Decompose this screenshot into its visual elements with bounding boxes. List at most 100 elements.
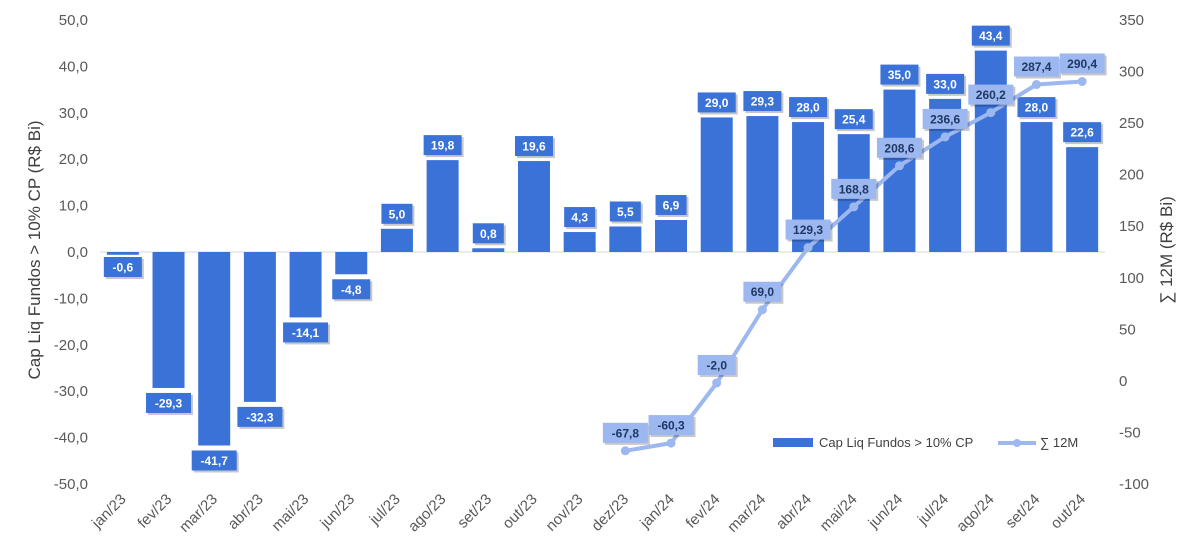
legend: Cap Liq Fundos > 10% CP ∑ 12M	[773, 435, 1078, 450]
bar-data-label: -32,3	[246, 410, 274, 424]
y2-axis-ticks: -100 -50 0 50 100 150 200 250 300 350	[1119, 12, 1149, 493]
bar-data-label: -4,8	[341, 283, 362, 297]
line-data-label: 168,8	[839, 182, 869, 196]
x-tick-label: jan/24	[636, 491, 678, 533]
bar	[472, 248, 505, 252]
y2-axis-title: ∑ 12M (R$ Bi)	[1157, 196, 1176, 304]
line-marker	[803, 243, 813, 253]
x-tick-label: mar/24	[724, 491, 769, 536]
bar-label-box	[743, 91, 782, 112]
line-data-label: 129,3	[793, 223, 823, 237]
y2-tick-label: 50	[1119, 321, 1136, 338]
line-label-box	[602, 422, 648, 443]
line-marker	[712, 378, 722, 388]
line-data-label: 208,6	[884, 141, 914, 155]
x-tick-label: jun/24	[865, 491, 907, 533]
line-data-label: -60,3	[657, 419, 685, 433]
y-tick-label: 10,0	[59, 198, 88, 215]
x-tick-label: jul/23	[366, 491, 404, 529]
bar-label-box	[834, 109, 873, 130]
bar	[106, 252, 139, 255]
bar-label-box	[1017, 97, 1056, 118]
y-axis-title: Cap Liq Fundos > 10% CP (R$ Bi)	[25, 120, 44, 379]
line-marker	[757, 305, 767, 315]
bar	[655, 219, 688, 252]
bar-data-label: 28,0	[796, 101, 820, 115]
line-data-label: 260,2	[976, 88, 1006, 102]
bar-label-box	[926, 73, 965, 94]
x-tick-label: abr/24	[773, 491, 815, 533]
bar-label-box	[514, 136, 553, 157]
x-tick-label: mai/23	[269, 491, 313, 535]
bar-label-box	[283, 322, 329, 343]
line-label-box	[1059, 53, 1105, 74]
bar-data-label: 29,0	[705, 96, 729, 110]
x-tick-label: nov/23	[543, 491, 587, 535]
bar	[883, 89, 916, 252]
line-label-box	[697, 354, 736, 375]
y-tick-label: 40,0	[59, 58, 88, 75]
x-tick-label: jul/24	[914, 491, 952, 529]
bar-label-box	[971, 25, 1010, 46]
x-tick-label: dez/23	[588, 491, 632, 535]
x-tick-label: mai/24	[817, 491, 861, 535]
bar-data-label: 5,5	[617, 205, 634, 219]
line-label-box	[876, 137, 922, 158]
bar-label-box	[423, 135, 462, 156]
y2-tick-label: -50	[1119, 424, 1141, 441]
bar-data-label: -41,7	[201, 454, 229, 468]
legend-bar-swatch	[773, 438, 813, 447]
line-marker	[1077, 76, 1087, 86]
bar-label-box	[381, 203, 413, 224]
bar-data-label: 28,0	[1025, 101, 1049, 115]
line-marker	[894, 161, 904, 171]
line-label-box	[1013, 56, 1059, 77]
y-axis-ticks: -50,0 -40,0 -30,0 -20,0 -10,0 0,0 10,0 20,0 30,0…	[54, 12, 88, 493]
bar-data-label: 5,0	[389, 207, 406, 221]
bar-label-box	[191, 450, 237, 471]
line-marker	[620, 446, 630, 456]
y-tick-label: -10,0	[54, 290, 88, 307]
bar-label-box	[697, 92, 736, 113]
bar	[609, 226, 642, 252]
bar	[746, 116, 779, 252]
y2-tick-label: 0	[1119, 373, 1127, 390]
legend-bar-label: Cap Liq Fundos > 10% CP	[819, 435, 973, 450]
line-marker	[849, 202, 859, 212]
bar-data-label: 35,0	[888, 68, 912, 82]
bar	[243, 252, 276, 402]
line-data-label: 69,0	[751, 285, 775, 299]
y2-tick-label: 300	[1119, 64, 1144, 81]
bar-data-label: 4,3	[571, 211, 588, 225]
bar-data-label: 19,8	[431, 139, 455, 153]
line-label-box	[922, 108, 968, 129]
bar-data-label: 29,3	[751, 95, 775, 109]
y2-tick-label: -100	[1119, 476, 1149, 493]
bar-data-label: 22,6	[1070, 126, 1094, 140]
bar-data-label: 25,4	[842, 113, 866, 127]
bar-series: -0,6 -29,3 -41,7 -32,3 -14,1 -4,8 5,0 19,8 0,8 19…	[103, 25, 1104, 473]
bar-data-label: 0,8	[480, 227, 497, 241]
x-tick-label: set/24	[1002, 491, 1043, 532]
line-data-label: -2,0	[706, 358, 727, 372]
bar-data-label: 19,6	[522, 140, 546, 154]
x-tick-label: set/23	[454, 491, 495, 532]
bar	[198, 252, 231, 446]
x-tick-label: fev/23	[134, 491, 175, 532]
y-tick-label: -50,0	[54, 476, 88, 493]
x-tick-label: jan/23	[88, 491, 130, 533]
line-label-box	[968, 84, 1014, 105]
bar-label-box	[472, 223, 504, 244]
x-tick-label: jun/23	[316, 491, 358, 533]
y-tick-label: 20,0	[59, 151, 88, 168]
bar	[974, 50, 1007, 253]
y2-tick-label: 250	[1119, 115, 1144, 132]
y-tick-label: -30,0	[54, 383, 88, 400]
line-marker	[1031, 80, 1041, 90]
x-tick-label: abr/23	[225, 491, 267, 533]
line-series: -67,8 -60,3 -2,0 69,0 129,3 168,8 208,6 236,6 26…	[602, 53, 1107, 456]
y-tick-label: 50,0	[59, 12, 88, 29]
x-tick-label: mar/23	[176, 491, 221, 536]
bar-label-box	[332, 279, 371, 300]
